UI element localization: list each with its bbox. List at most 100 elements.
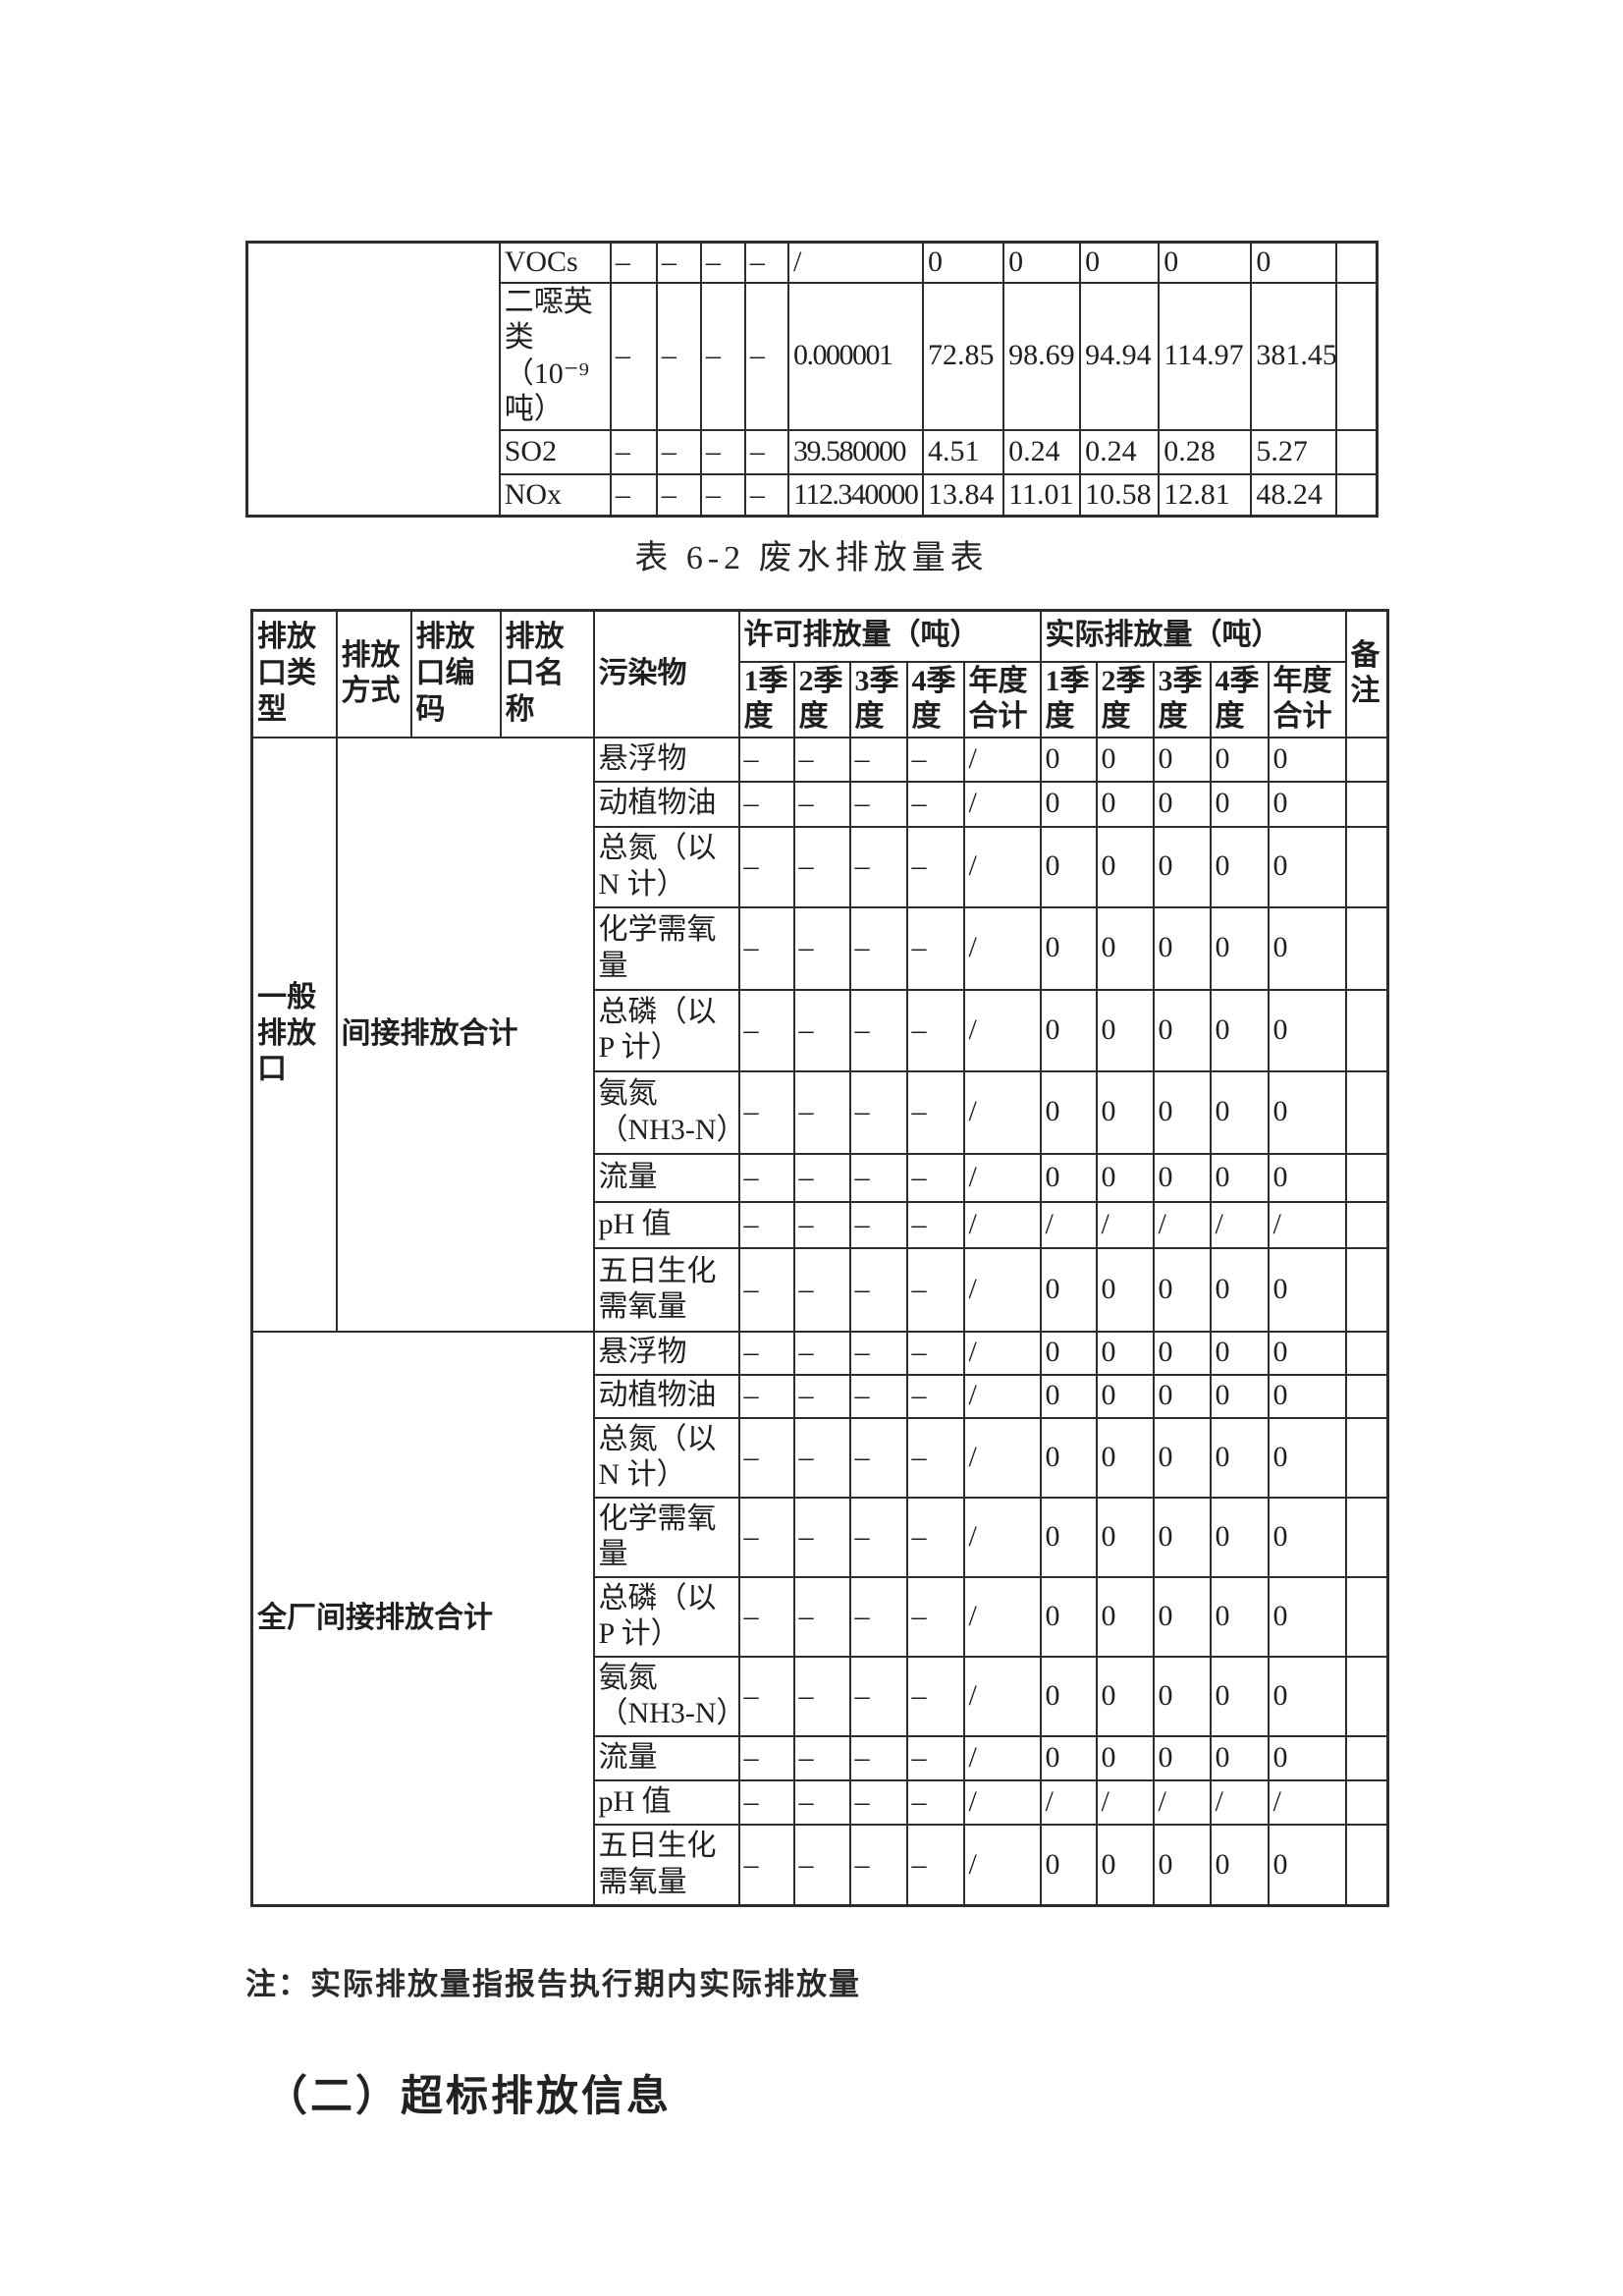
actual-q1-cell: 0 [1039, 1823, 1098, 1907]
remark-cell [1335, 241, 1379, 284]
actual-q2-cell: 0.24 [1002, 428, 1082, 475]
actual-q2-cell: 0 [1095, 1575, 1155, 1658]
pollutant-cell: 化学需氧量 [592, 1496, 740, 1578]
actual-q2-cell: 0 [1095, 905, 1155, 991]
actual-annual-cell: 0 [1267, 780, 1347, 828]
actual-q4-cell: 12.81 [1158, 472, 1253, 518]
permitted-q2-cell: – [655, 428, 702, 475]
actual-q1-cell: 4.51 [922, 428, 1005, 475]
pollutant-cell: 动植物油 [592, 1373, 740, 1419]
table-row: 化学需氧量 – – – –/0 0 0 0 0 [252, 905, 1389, 991]
actual-q1-cell: 0 [1039, 1496, 1098, 1578]
permitted-q2-cell: – [792, 825, 851, 908]
permitted-q2-cell: – [792, 988, 851, 1072]
actual-q4-cell: 0 [1209, 1655, 1270, 1737]
actual-annual-cell: 5.27 [1250, 428, 1338, 475]
actual-q2-cell: 0 [1095, 1496, 1155, 1578]
permitted-q3-cell: – [848, 1069, 908, 1155]
pollutant-cell: 五日生化需氧量 [592, 1246, 740, 1333]
actual-q2-cell: 0 [1095, 780, 1155, 828]
actual-q4-cell: 0 [1209, 825, 1270, 908]
permitted-q1-cell: – [609, 241, 658, 284]
actual-annual-cell: 0 [1267, 1734, 1347, 1781]
pollutant-cell: 总磷（以 P 计） [592, 988, 740, 1072]
table-row: 五日生化需氧量 – – – –/0 0 0 0 0 [252, 1246, 1389, 1333]
actual-q3-cell: 0 [1152, 1416, 1212, 1499]
permitted-q4-cell: – [743, 428, 789, 475]
table-row: 总磷（以 P 计） – – – –/0 0 0 0 0 [252, 1575, 1389, 1658]
actual-q2-cell: 0 [1095, 1373, 1155, 1419]
permitted-annual-cell: / [962, 1069, 1042, 1155]
actual-q1-cell: 0 [1039, 780, 1098, 828]
permitted-q4-cell: – [905, 736, 965, 783]
permitted-annual-cell: / [962, 780, 1042, 828]
actual-q4-cell: 114.97 [1158, 281, 1253, 431]
permitted-annual-cell: / [962, 905, 1042, 991]
actual-q3-cell: 0 [1152, 1152, 1212, 1203]
actual-q4-cell: 0 [1209, 1373, 1270, 1419]
permitted-annual-cell: 0.000001 [786, 281, 925, 431]
actual-annual-cell: 381.45 [1250, 281, 1338, 431]
permitted-q1-cell: – [737, 1200, 795, 1249]
remark-cell [1344, 1200, 1389, 1249]
actual-q4-cell: 0 [1209, 1496, 1270, 1578]
actual-q4-cell: 0 [1209, 780, 1270, 828]
remark-cell [1344, 1330, 1389, 1376]
actual-annual-cell: / [1267, 1778, 1347, 1826]
actual-q3-cell: 0 [1152, 1655, 1212, 1737]
actual-q3-cell: 0 [1152, 1496, 1212, 1578]
actual-annual-cell: 0 [1267, 1152, 1347, 1203]
table-row: VOCs – – – –/0 0 0 0 0 [245, 241, 1379, 518]
outlet-info-cell [245, 241, 501, 518]
permitted-q2-cell: – [792, 1069, 851, 1155]
actual-q4-cell: 0 [1158, 241, 1253, 284]
permitted-q1-header: 1季度 [737, 660, 795, 738]
outlet-name-cell: 全厂间接排放合计 [250, 1330, 595, 1907]
actual-q1-cell: 13.84 [922, 472, 1005, 518]
permitted-q2-cell: – [655, 241, 702, 284]
permitted-q1-cell: – [737, 1575, 795, 1658]
actual-q3-cell: 0 [1152, 1069, 1212, 1155]
actual-q1-cell: 0 [1039, 1069, 1098, 1155]
remark-cell [1344, 1416, 1389, 1499]
permitted-q2-cell: – [655, 281, 702, 431]
actual-annual-cell: 0 [1267, 1416, 1347, 1499]
permitted-q2-cell: – [792, 1373, 851, 1419]
actual-q3-cell: 0 [1152, 905, 1212, 991]
permitted-q2-cell: – [792, 1734, 851, 1781]
actual-annual-cell: 0 [1267, 905, 1347, 991]
permitted-annual-cell: / [786, 241, 925, 284]
permitted-q2-cell: – [792, 1655, 851, 1737]
actual-annual-cell: 0 [1267, 1823, 1347, 1907]
permitted-q4-cell: – [905, 1496, 965, 1578]
pollutant-cell: 化学需氧量 [592, 905, 740, 991]
permitted-q3-header: 3季度 [848, 660, 908, 738]
permitted-q4-cell: – [905, 780, 965, 828]
permitted-q3-cell: – [848, 780, 908, 828]
permitted-q3-cell: – [848, 1655, 908, 1737]
actual-q3-cell: 0 [1152, 1330, 1212, 1376]
permitted-q1-cell: – [737, 1778, 795, 1826]
pollutant-cell: 流量 [592, 1734, 740, 1781]
pollutant-cell: 动植物油 [592, 780, 740, 828]
actual-annual-header: 年度合计 [1267, 660, 1347, 738]
permitted-annual-cell: / [962, 1655, 1042, 1737]
remark-cell [1344, 1069, 1389, 1155]
table-row: 二噁英类（10⁻⁹吨） – – – –0.000001 72.85 98.69 94.94 11… [247, 281, 1379, 431]
remark-cell [1344, 1778, 1389, 1826]
actual-q3-cell: 0 [1152, 1246, 1212, 1333]
permitted-annual-cell: 112.340000 [786, 472, 925, 518]
actual-q3-cell: / [1152, 1778, 1212, 1826]
permitted-q4-cell: – [905, 988, 965, 1072]
actual-q4-cell: 0 [1209, 1152, 1270, 1203]
outlet-code-header: 排放口编码 [409, 609, 502, 738]
actual-q2-cell: 0 [1095, 1152, 1155, 1203]
remark-cell [1344, 988, 1389, 1072]
pollutant-cell: 总氮（以 N 计） [592, 825, 740, 908]
actual-q3-cell: 94.94 [1079, 281, 1161, 431]
permitted-q2-cell: – [792, 1823, 851, 1907]
table-row: 全厂间接排放合计 悬浮物 – – – –/0 0 0 0 0 [250, 1330, 1389, 1907]
permitted-q4-cell: – [905, 1416, 965, 1499]
air-emissions-table-continued: VOCs – – – –/0 0 0 0 0 二噁英类（10⁻⁹吨） – – – –0.000001 72.… [245, 241, 1379, 519]
